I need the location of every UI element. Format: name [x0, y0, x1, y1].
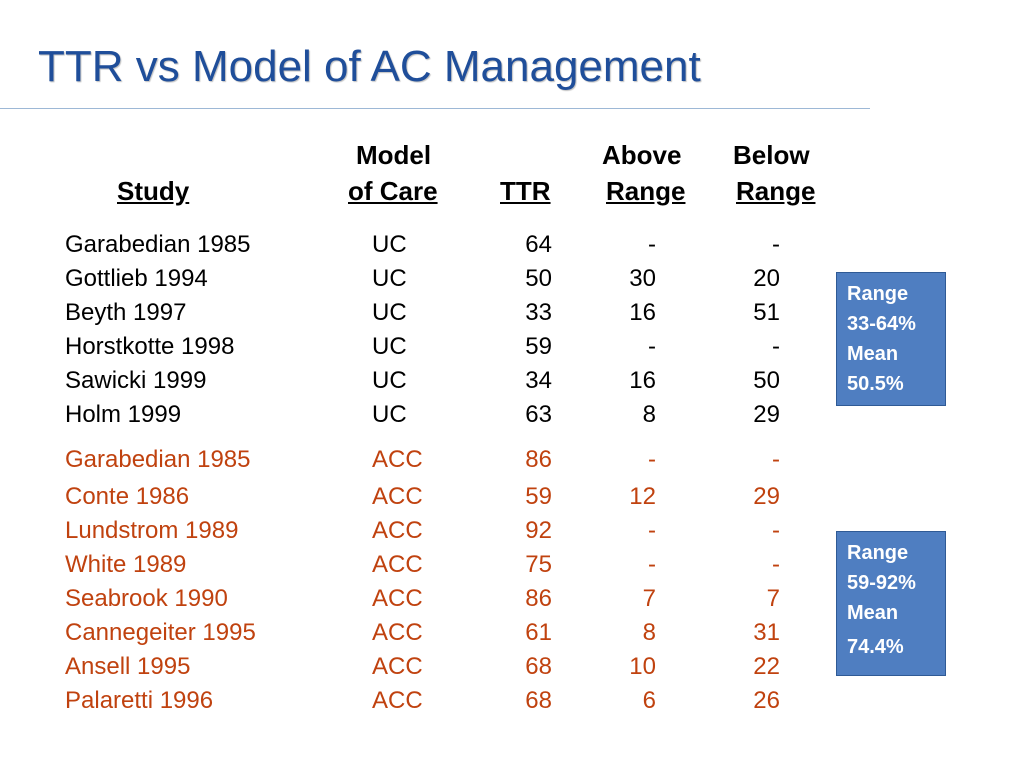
table-cell-ttr: 75: [525, 551, 552, 578]
table-cell-above: 7: [642, 585, 656, 612]
table-cell-below: -: [772, 446, 780, 473]
table-cell-below: 20: [753, 265, 780, 292]
table-cell-ttr: 64: [525, 231, 552, 258]
table-cell-above: 16: [629, 299, 656, 326]
header-ttr: TTR: [500, 176, 551, 206]
table-cell-model: UC: [372, 401, 407, 428]
header-above-line1: Above: [602, 140, 682, 170]
table-cell-below: 50: [753, 367, 780, 394]
table-cell-above: 10: [629, 653, 656, 680]
table-cell-below: -: [772, 517, 780, 544]
header-above-line2: Range: [606, 176, 686, 206]
table-cell-study: Cannegeiter 1995: [65, 619, 256, 646]
table-cell-ttr: 63: [525, 401, 552, 428]
table-cell-above: -: [648, 551, 656, 578]
table-cell-study: Sawicki 1999: [65, 367, 207, 394]
acc-callout-line: Range: [847, 542, 909, 564]
table-cell-below: 29: [753, 483, 780, 510]
table-cell-study: Holm 1999: [65, 401, 182, 428]
title-divider: [0, 108, 870, 109]
table-cell-study: Garabedian 1985: [65, 231, 251, 258]
table-cell-study: Garabedian 1985: [65, 446, 251, 473]
table-cell-study: Gottlieb 1994: [65, 265, 208, 292]
slide-title: TTR vs Model of AC Management: [38, 42, 701, 91]
table-cell-study: Conte 1986: [65, 483, 190, 510]
table-cell-above: -: [648, 333, 656, 360]
table-cell-ttr: 50: [525, 265, 552, 292]
header-model-line2: of Care: [348, 176, 438, 206]
table-cell-model: ACC: [372, 687, 423, 714]
table-cell-ttr: 92: [525, 517, 552, 544]
table-cell-model: ACC: [372, 619, 423, 646]
table-cell-above: 12: [629, 483, 656, 510]
uc-callout-line: 50.5%: [847, 373, 904, 395]
table-cell-model: UC: [372, 231, 407, 258]
header-model-line1: Model: [356, 140, 432, 170]
table-cell-below: 22: [753, 653, 780, 680]
table-cell-model: UC: [372, 265, 407, 292]
table-cell-study: Palaretti 1996: [65, 687, 214, 714]
table-cell-below: 26: [753, 687, 780, 714]
table-cell-ttr: 86: [525, 585, 552, 612]
table-cell-model: ACC: [372, 483, 423, 510]
table-cell-model: UC: [372, 299, 407, 326]
table-cell-ttr: 86: [525, 446, 552, 473]
table-cell-study: Lundstrom 1989: [65, 517, 239, 544]
table-cell-below: 31: [753, 619, 780, 646]
table-cell-below: -: [772, 333, 780, 360]
acc-callout-line: Mean: [847, 602, 899, 624]
table-cell-study: Beyth 1997: [65, 299, 187, 326]
table-cell-ttr: 59: [525, 333, 552, 360]
table-cell-model: ACC: [372, 653, 423, 680]
table-cell-model: UC: [372, 333, 407, 360]
table-cell-study: Horstkotte 1998: [65, 333, 235, 360]
table-cell-ttr: 59: [525, 483, 552, 510]
table-cell-above: 16: [629, 367, 656, 394]
acc-callout-line: 59-92%: [847, 572, 916, 594]
table-cell-ttr: 68: [525, 687, 552, 714]
table-cell-below: 7: [766, 585, 780, 612]
uc-callout-line: 33-64%: [847, 313, 916, 335]
table-cell-above: 8: [642, 401, 656, 428]
table-cell-ttr: 68: [525, 653, 552, 680]
table-cell-below: 51: [753, 299, 780, 326]
uc-summary-callout: Range 33-64% Mean 50.5%: [836, 272, 946, 406]
table-cell-study: Seabrook 1990: [65, 585, 228, 612]
table-cell-study: Ansell 1995: [65, 653, 191, 680]
uc-callout-line: Range: [847, 283, 909, 305]
table-cell-below: -: [772, 551, 780, 578]
table-cell-above: -: [648, 231, 656, 258]
table-cell-model: ACC: [372, 446, 423, 473]
table-cell-above: 6: [642, 687, 656, 714]
table-cell-above: 8: [642, 619, 656, 646]
table-cell-model: ACC: [372, 551, 423, 578]
table-cell-above: -: [648, 446, 656, 473]
acc-summary-callout: Range 59-92% Mean 74.4%: [836, 531, 946, 676]
table-cell-model: ACC: [372, 517, 423, 544]
table-cell-ttr: 34: [525, 367, 552, 394]
table-cell-model: UC: [372, 367, 407, 394]
header-below-line1: Below: [733, 140, 810, 170]
uc-callout-line: Mean: [847, 343, 899, 365]
header-study: Study: [117, 176, 190, 206]
acc-callout-line: 74.4%: [847, 636, 904, 658]
table-cell-ttr: 61: [525, 619, 552, 646]
table-cell-study: White 1989: [65, 551, 187, 578]
table-cell-below: -: [772, 231, 780, 258]
table-cell-below: 29: [753, 401, 780, 428]
header-below-line2: Range: [736, 176, 816, 206]
table-cell-above: 30: [629, 265, 656, 292]
table-cell-ttr: 33: [525, 299, 552, 326]
table-cell-model: ACC: [372, 585, 423, 612]
table-cell-above: -: [648, 517, 656, 544]
